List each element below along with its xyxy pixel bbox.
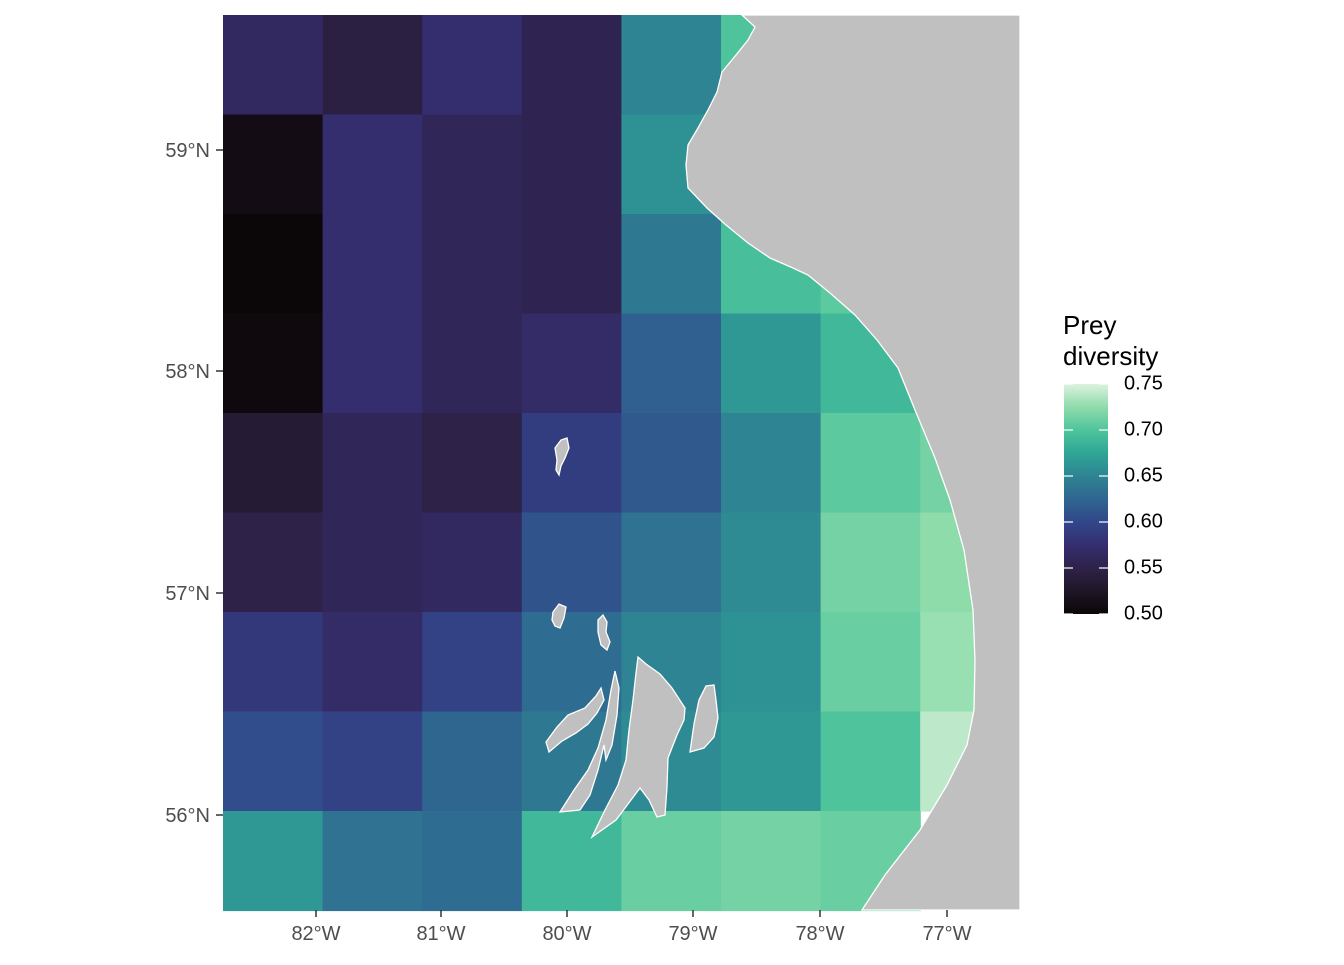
diversity-tile: [621, 413, 722, 514]
diversity-tile: [521, 313, 622, 414]
diversity-tile: [621, 512, 722, 613]
diversity-tile: [223, 114, 324, 215]
island-small-west: [551, 603, 567, 629]
diversity-tile: [521, 413, 622, 514]
x-tick-label: 79°W: [668, 923, 717, 945]
legend-tick-label: 0.55: [1124, 556, 1163, 579]
legend-title-line1: Prey: [1063, 310, 1117, 340]
diversity-tile: [621, 15, 722, 116]
diversity-tile: [521, 214, 622, 315]
diversity-tile: [223, 612, 324, 713]
diversity-tile: [820, 612, 921, 713]
island-large-main: [590, 655, 686, 839]
diversity-tile: [422, 711, 523, 812]
diversity-tile: [422, 114, 523, 215]
diversity-tile: [422, 214, 523, 315]
diversity-tile: [223, 711, 324, 812]
diversity-tile: [820, 711, 921, 812]
colorbar-ticks: [1064, 384, 1108, 614]
diversity-tile: [422, 313, 523, 414]
diversity-tile: [322, 512, 423, 613]
diversity-tile: [223, 15, 324, 116]
legend-tick-label: 0.70: [1124, 418, 1163, 441]
legend-tick-label: 0.60: [1124, 510, 1163, 533]
diversity-tile: [223, 811, 324, 912]
y-tick-label: 59°N: [165, 140, 210, 162]
diversity-tile: [322, 15, 423, 116]
x-tick-label: 77°W: [922, 923, 971, 945]
y-axis: 59°N 58°N 57°N 56°N: [165, 140, 223, 827]
diversity-tile: [322, 612, 423, 713]
diversity-tile: [223, 313, 324, 414]
diversity-tile: [621, 313, 722, 414]
diversity-tile: [223, 413, 324, 514]
diversity-tile: [223, 214, 324, 315]
island-group: [545, 437, 719, 839]
island-large-central: [558, 670, 620, 813]
diversity-tile: [322, 214, 423, 315]
legend-colorbar: [1064, 384, 1108, 614]
diversity-tile: [521, 512, 622, 613]
y-tick-label: 57°N: [165, 583, 210, 605]
legend-title-line2: diversity: [1063, 341, 1159, 371]
diversity-tile: [721, 413, 822, 514]
x-tick-label: 82°W: [291, 923, 340, 945]
y-tick-label: 58°N: [165, 361, 210, 383]
legend-tick-label: 0.75: [1124, 372, 1163, 395]
land-mass: [685, 14, 1021, 911]
diversity-tile: [422, 413, 523, 514]
diversity-tile: [721, 811, 822, 912]
diversity-tile: [721, 313, 822, 414]
diversity-tile: [223, 512, 324, 613]
x-tick-label: 80°W: [542, 923, 591, 945]
diversity-tile: [621, 811, 722, 912]
diversity-tile: [422, 612, 523, 713]
diversity-tile: [521, 15, 622, 116]
legend-title: Prey diversity: [1063, 310, 1158, 372]
diversity-tile: [721, 512, 822, 613]
y-tick-label: 56°N: [165, 805, 210, 827]
legend-tick-label: 0.65: [1124, 464, 1163, 487]
diversity-tile: [422, 811, 523, 912]
diversity-tile: [322, 413, 423, 514]
x-tick-label: 81°W: [416, 923, 465, 945]
island-long-west: [545, 686, 605, 754]
diversity-tile: [322, 114, 423, 215]
diversity-tile: [322, 811, 423, 912]
island-small-north: [554, 437, 570, 477]
diversity-tile: [422, 512, 523, 613]
diversity-tile: [820, 512, 921, 613]
legend-tick-label: 0.50: [1124, 602, 1163, 625]
diversity-tile: [721, 711, 822, 812]
diversity-tile: [721, 612, 822, 713]
colorbar-fill: [1064, 384, 1108, 614]
diversity-tile: [322, 711, 423, 812]
island-east-oval: [689, 684, 719, 753]
island-small-east: [597, 613, 611, 652]
diversity-tile: [422, 15, 523, 116]
diversity-tile: [521, 114, 622, 215]
x-tick-label: 78°W: [795, 923, 844, 945]
diversity-tile: [621, 214, 722, 315]
diversity-tile: [322, 313, 423, 414]
diversity-tile: [820, 413, 921, 514]
x-axis: 82°W 81°W 80°W 79°W 78°W 77°W: [291, 910, 972, 945]
